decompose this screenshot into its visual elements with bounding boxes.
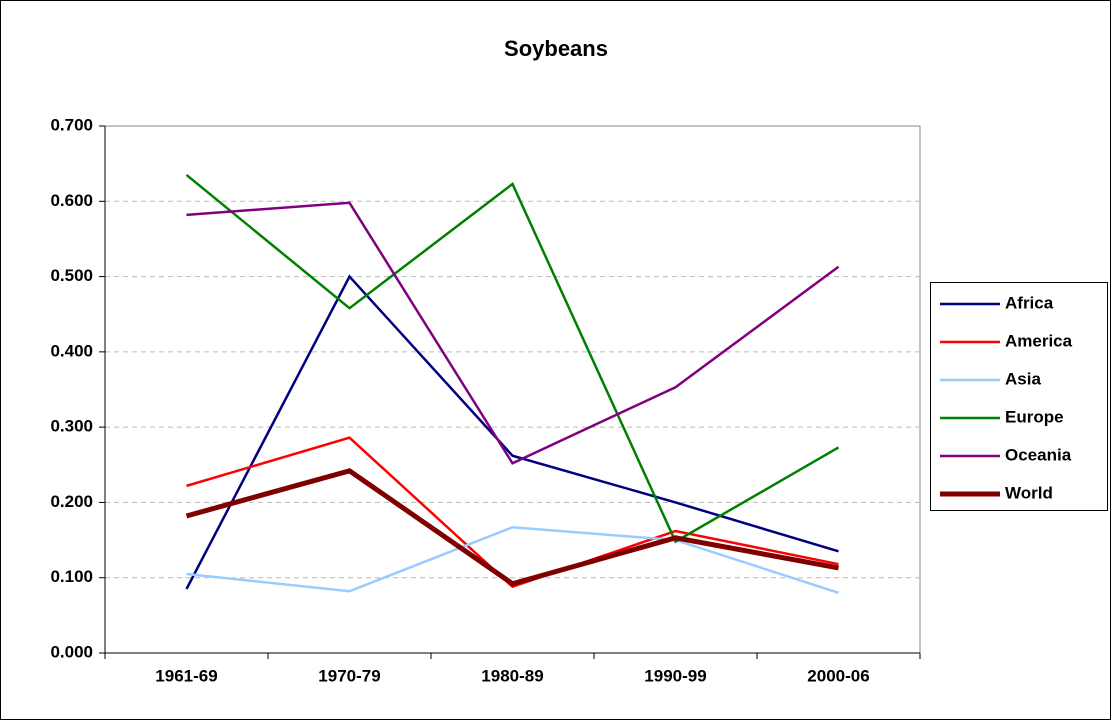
x-tick-label: 1980-89 bbox=[481, 666, 543, 685]
x-tick-label: 1961-69 bbox=[155, 666, 217, 685]
series-line bbox=[186, 526, 839, 594]
series-line bbox=[185, 468, 839, 587]
y-tick-label: 0.700 bbox=[50, 115, 93, 134]
legend bbox=[930, 282, 1108, 511]
chart-title: Soybeans bbox=[504, 36, 608, 61]
series-line bbox=[186, 436, 839, 589]
y-tick-label: 0.600 bbox=[50, 191, 93, 210]
x-tick-label: 1990-99 bbox=[644, 666, 706, 685]
series-line bbox=[186, 201, 840, 465]
series-line bbox=[185, 173, 840, 544]
y-tick-label: 0.000 bbox=[50, 642, 93, 661]
legend-label: Asia bbox=[1005, 369, 1041, 388]
y-tick-label: 0.500 bbox=[50, 266, 93, 285]
legend-label: Oceania bbox=[1005, 445, 1072, 464]
y-tick-label: 0.200 bbox=[50, 492, 93, 511]
x-tick-label: 1970-79 bbox=[318, 666, 380, 685]
legend-label: Africa bbox=[1005, 293, 1054, 312]
legend-label: World bbox=[1005, 483, 1053, 502]
x-tick-label: 2000-06 bbox=[807, 666, 869, 685]
y-tick-label: 0.400 bbox=[50, 341, 93, 360]
y-tick-label: 0.300 bbox=[50, 417, 93, 436]
y-tick-label: 0.100 bbox=[50, 567, 93, 586]
legend-label: America bbox=[1005, 331, 1073, 350]
legend-label: Europe bbox=[1005, 407, 1064, 426]
series-line bbox=[185, 274, 839, 590]
